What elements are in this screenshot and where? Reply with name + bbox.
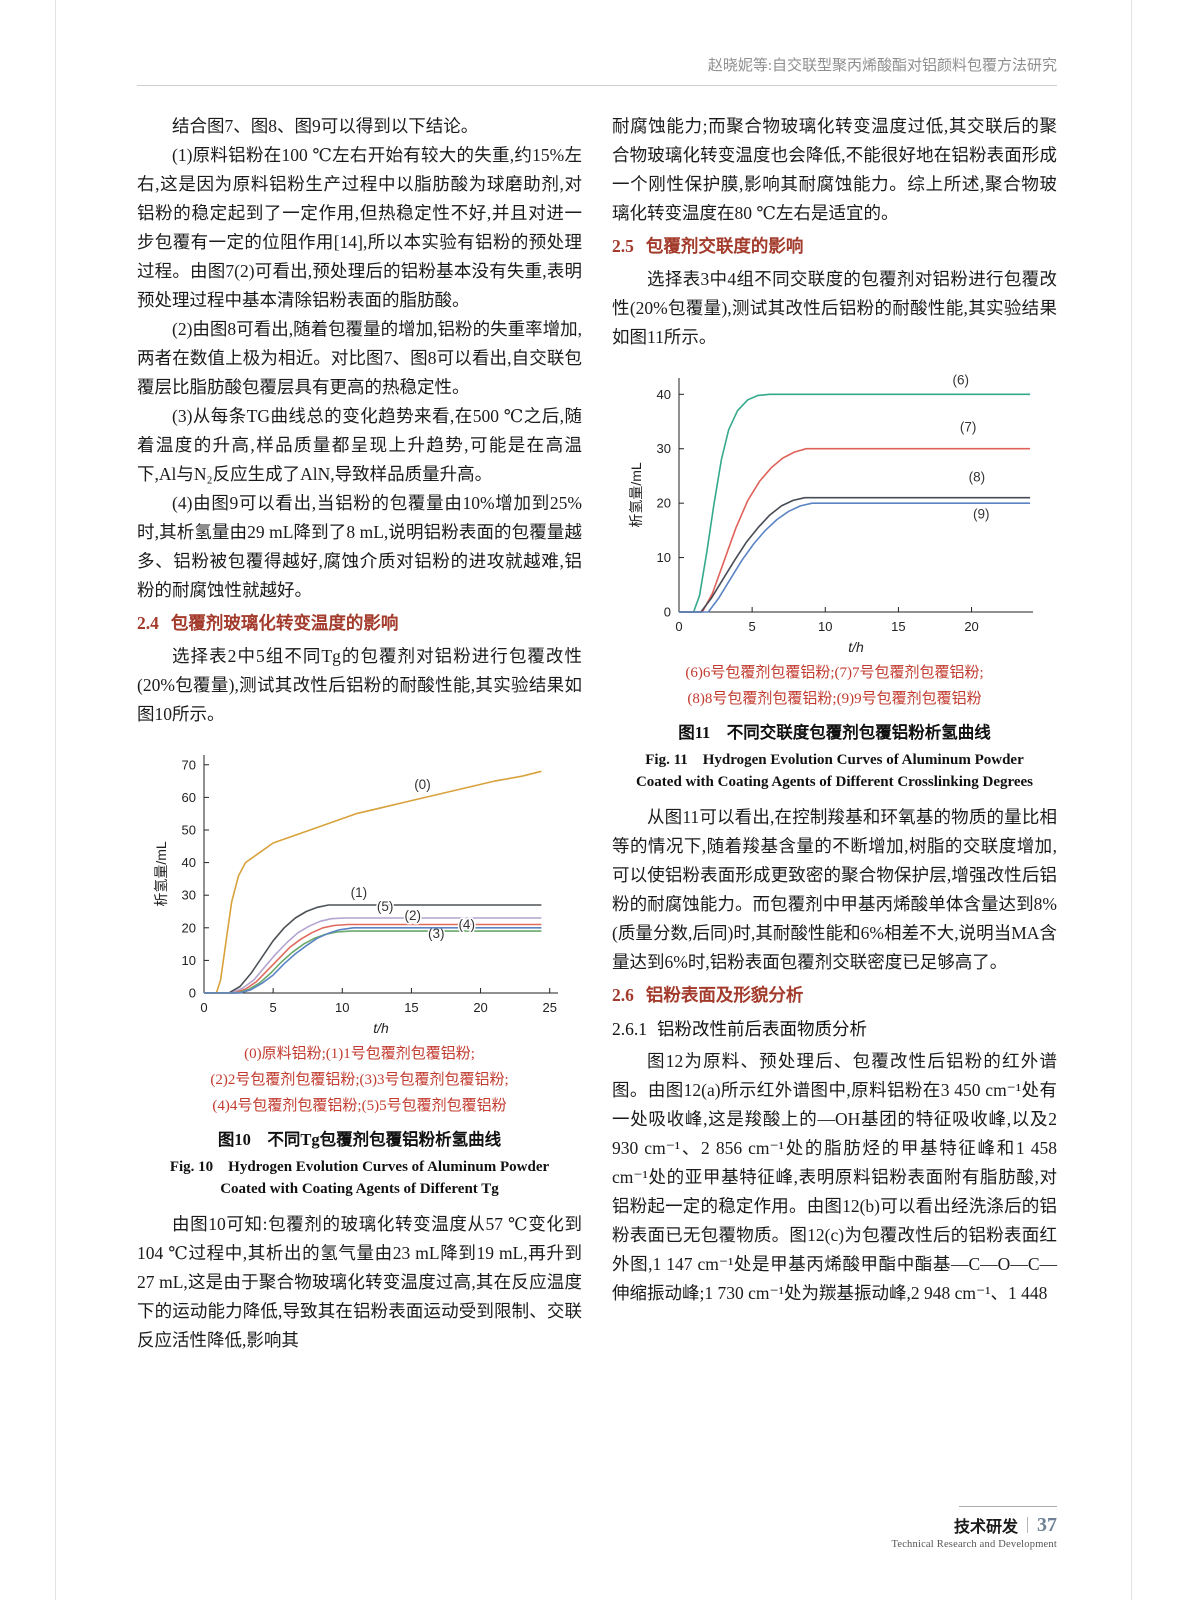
svg-text:20: 20 <box>181 920 195 935</box>
svg-text:20: 20 <box>964 619 978 634</box>
footer-label-zh: 技术研发 <box>953 1519 1018 1536</box>
page-footer: 技术研发 37 Technical Research and Developme… <box>597 1506 1057 1550</box>
figure-11: 0 10 20 30 40 0 5 10 15 20 t/h 析氢量/mL (6) (7) (8) (9) (… <box>612 366 1057 793</box>
left-column: 结合图7、图8、图9可以得到以下结论。 (1)原料铝粉在100 ℃左右开始有较大… <box>137 112 582 1355</box>
paragraph: 选择表2中5组不同Tg的包覆剂对铝粉进行包覆改性(20%包覆量),测试其改性后铝… <box>137 646 582 724</box>
fig11-legend-line: (8)8号包覆剂包覆铝粉;(9)9号包覆剂包覆铝粉 <box>687 691 982 707</box>
fig10-line-chart: 0 10 20 30 40 50 60 70 0 5 10 15 20 25 t/h 析氢量/mL (0) (1)… <box>153 755 558 1036</box>
svg-text:0: 0 <box>675 619 682 634</box>
section-title: 铝粉改性前后表面物质分析 <box>657 1019 867 1039</box>
fig10-title-en: Fig. 10 Hydrogen Evolution Curves of Alu… <box>169 1159 550 1197</box>
svg-text:(0): (0) <box>414 777 431 792</box>
svg-text:10: 10 <box>656 550 670 565</box>
svg-text:15: 15 <box>404 1000 418 1015</box>
svg-text:0: 0 <box>663 605 670 620</box>
svg-text:50: 50 <box>181 822 195 837</box>
right-column: 耐腐蚀能力;而聚合物玻璃化转变温度过低,其交联后的聚合物玻璃化转变温度也会降低,… <box>612 112 1057 1355</box>
svg-text:20: 20 <box>473 1000 487 1015</box>
footer-line: 技术研发 37 <box>597 1513 1057 1537</box>
paragraph: (1)原料铝粉在100 ℃左右开始有较大的失重,约15%左右,这是因为原料铝粉生… <box>137 145 582 310</box>
section-heading-2-4: 2.4 包覆剂玻璃化转变温度的影响 <box>137 608 582 639</box>
paragraph: (3)从每条TG曲线总的变化趋势来看,在500 ℃之后,随着温度的升高,样品质量… <box>137 406 582 484</box>
svg-text:(8): (8) <box>968 469 985 484</box>
svg-text:(6): (6) <box>952 373 969 388</box>
svg-text:(9): (9) <box>973 506 990 521</box>
svg-text:15: 15 <box>891 619 905 634</box>
section-heading-2-6-1: 2.6.1 铝粉改性前后表面物质分析 <box>612 1014 1057 1045</box>
svg-text:60: 60 <box>181 790 195 805</box>
page-edge-right <box>1131 0 1132 1600</box>
svg-text:20: 20 <box>656 496 670 511</box>
paragraph: 从图11可以看出,在控制羧基和环氧基的物质的量比相等的情况下,随着羧基含量的不断… <box>612 807 1057 972</box>
svg-text:5: 5 <box>748 619 755 634</box>
paragraph: (4)由图9可以看出,当铝粉的包覆量由10%增加到25%时,其析氢量由29 mL… <box>137 493 582 600</box>
svg-text:(7): (7) <box>959 419 976 434</box>
section-number: 2.6.1 <box>612 1019 647 1039</box>
section-title: 包覆剂交联度的影响 <box>645 236 804 256</box>
svg-text:t/h: t/h <box>848 639 864 655</box>
svg-text:0: 0 <box>188 986 195 1001</box>
svg-text:30: 30 <box>656 441 670 456</box>
page-number: 37 <box>1037 1513 1057 1536</box>
fig11-legend: (6)6号包覆剂包覆铝粉;(7)7号包覆剂包覆铝粉; (8)8号包覆剂包覆铝粉;… <box>612 660 1057 712</box>
section-title: 包覆剂玻璃化转变温度的影响 <box>170 613 399 633</box>
paragraph: (2)由图8可看出,随着包覆量的增加,铝粉的失重率增加,两者在数值上极为相近。对… <box>137 319 582 397</box>
fig11-title-en: Fig. 11 Hydrogen Evolution Curves of Alu… <box>635 752 1034 790</box>
page-edge-left <box>55 0 56 1600</box>
svg-text:t/h: t/h <box>373 1020 389 1036</box>
svg-text:析氢量/mL: 析氢量/mL <box>628 462 644 528</box>
running-head-text: 赵晓妮等:自交联型聚丙烯酸酯对铝颜料包覆方法研究 <box>707 58 1057 74</box>
svg-text:10: 10 <box>181 953 195 968</box>
fig10-legend-line: (4)4号包覆剂包覆铝粉;(5)5号包覆剂包覆铝粉 <box>212 1098 507 1114</box>
section-title: 铝粉表面及形貌分析 <box>645 985 804 1005</box>
paragraph: 选择表3中4组不同交联度的包覆剂对铝粉进行包覆改性(20%包覆量),测试其改性后… <box>612 269 1057 347</box>
figure-10: 0 10 20 30 40 50 60 70 0 5 10 15 20 25 t/h 析氢量/mL (0) (1)… <box>137 743 582 1200</box>
fig10-legend-line: (2)2号包覆剂包覆铝粉;(3)3号包覆剂包覆铝粉; <box>210 1072 509 1088</box>
svg-text:析氢量/mL: 析氢量/mL <box>153 841 169 907</box>
section-number: 2.5 <box>612 236 634 256</box>
svg-text:(3): (3) <box>428 926 445 941</box>
fig11-legend-line: (6)6号包覆剂包覆铝粉;(7)7号包覆剂包覆铝粉; <box>685 665 984 681</box>
paragraph: 耐腐蚀能力;而聚合物玻璃化转变温度过低,其交联后的聚合物玻璃化转变温度也会降低,… <box>612 116 1057 223</box>
svg-text:(1): (1) <box>350 885 367 900</box>
paragraph: 由图10可知:包覆剂的玻璃化转变温度从57 ℃变化到104 ℃过程中,其析出的氢… <box>137 1214 582 1350</box>
fig10-legend-line: (0)原料铝粉;(1)1号包覆剂包覆铝粉; <box>244 1046 475 1062</box>
running-head: 赵晓妮等:自交联型聚丙烯酸酯对铝颜料包覆方法研究 <box>137 56 1057 85</box>
header-divider <box>137 85 1057 86</box>
svg-text:5: 5 <box>269 1000 276 1015</box>
svg-text:10: 10 <box>335 1000 349 1015</box>
section-number: 2.6 <box>612 985 634 1005</box>
section-heading-2-5: 2.5 包覆剂交联度的影响 <box>612 231 1057 262</box>
footer-divider <box>959 1506 1057 1507</box>
svg-text:0: 0 <box>200 1000 207 1015</box>
svg-text:40: 40 <box>656 387 670 402</box>
paragraph: 结合图7、图8、图9可以得到以下结论。 <box>172 116 479 136</box>
svg-text:70: 70 <box>181 757 195 772</box>
paragraph: 图12为原料、预处理后、包覆改性后铝粉的红外谱图。由图12(a)所示红外谱图中,… <box>612 1051 1057 1303</box>
svg-text:(4): (4) <box>458 917 475 932</box>
svg-text:(2): (2) <box>404 908 421 923</box>
svg-text:40: 40 <box>181 855 195 870</box>
svg-text:25: 25 <box>542 1000 556 1015</box>
svg-text:10: 10 <box>818 619 832 634</box>
section-number: 2.4 <box>137 613 159 633</box>
fig10-title-zh: 图10 不同Tg包覆剂包覆铝粉析氢曲线 <box>217 1130 502 1149</box>
section-heading-2-6: 2.6 铝粉表面及形貌分析 <box>612 980 1057 1011</box>
two-column-layout: 结合图7、图8、图9可以得到以下结论。 (1)原料铝粉在100 ℃左右开始有较大… <box>137 112 1057 1355</box>
fig11-line-chart: 0 10 20 30 40 0 5 10 15 20 t/h 析氢量/mL (6) (7) (8) (9) <box>628 371 1033 655</box>
svg-text:30: 30 <box>181 888 195 903</box>
svg-text:(5): (5) <box>376 899 393 914</box>
footer-label-en: Technical Research and Development <box>891 1539 1057 1550</box>
fig10-legend: (0)原料铝粉;(1)1号包覆剂包覆铝粉; (2)2号包覆剂包覆铝粉;(3)3号… <box>137 1041 582 1119</box>
fig11-title-zh: 图11 不同交联度包覆剂包覆铝粉析氢曲线 <box>678 723 991 742</box>
footer-separator <box>1027 1517 1028 1533</box>
